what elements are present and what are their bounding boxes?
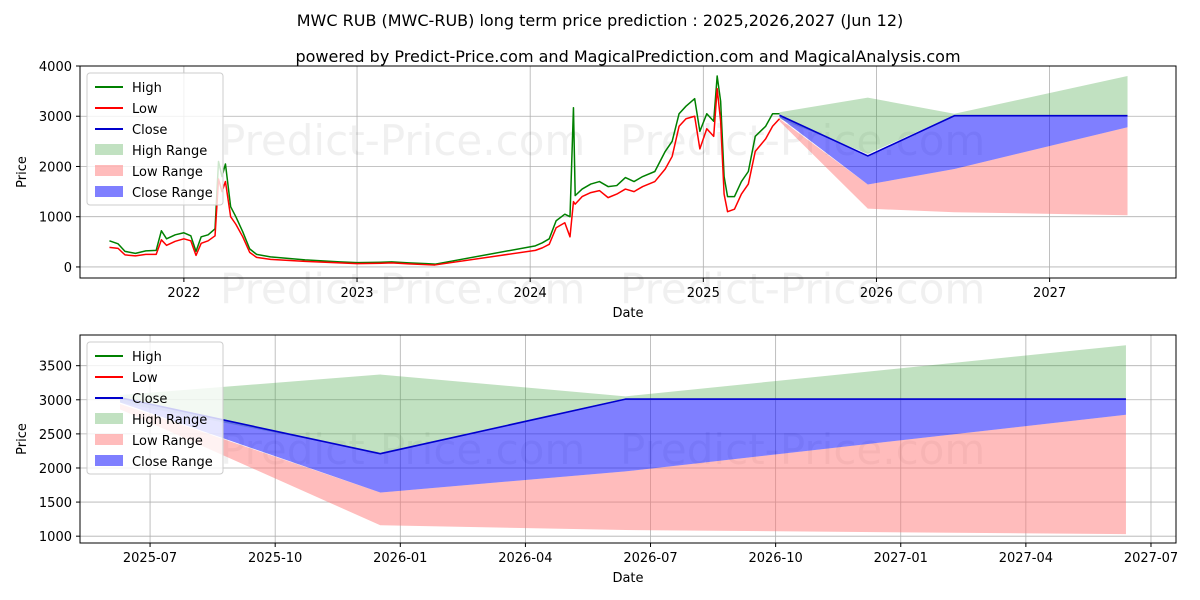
watermark: Predict-Price.com: [220, 264, 585, 313]
legend-label-low: Low: [132, 371, 158, 386]
x-tick-label: 2022: [167, 286, 200, 301]
watermark: Predict-Price.com: [220, 116, 585, 165]
close-range-band: [779, 115, 1128, 185]
x-tick-label: 2026: [860, 286, 893, 301]
plot-frame: [79, 65, 1177, 279]
y-tick-label: 3500: [39, 360, 72, 375]
legend-label-high: High: [132, 81, 162, 96]
y-tick-label: 3000: [39, 394, 72, 409]
close-range-band: [120, 397, 1126, 493]
close-series-line: [119, 396, 1126, 455]
chart-subtitle: powered by Predict-Price.com and Magical…: [295, 47, 960, 66]
y-tick-label: 2000: [39, 462, 72, 477]
legend-label-low-range: Low Range: [132, 434, 203, 449]
legend-label-high: High: [132, 350, 162, 365]
legend-swatch-low-range: [95, 434, 123, 445]
x-tick-label: 2023: [340, 286, 373, 301]
y-axis-label: Price: [15, 156, 30, 188]
watermark: Predict-Price.com: [620, 264, 985, 313]
legend: High Low Close High Range Low Range Close Ran…: [86, 72, 224, 206]
legend-swatch-high-range: [95, 413, 123, 424]
x-tick-label: 2026-01: [373, 551, 427, 566]
legend-swatch-close-range: [95, 455, 123, 466]
legend-swatch-high-range: [95, 144, 123, 155]
x-tick-label: 2027: [1033, 286, 1066, 301]
chart-title: MWC RUB (MWC-RUB) long term price predic…: [297, 11, 904, 30]
x-tick-label: 2026-04: [498, 551, 552, 566]
y-tick-label: 2000: [39, 160, 72, 175]
bottom-prediction-chart: Predict-Price.comPredict-Price.com2025-0…: [15, 334, 1178, 586]
x-tick-label: 2025-10: [248, 551, 302, 566]
x-tick-label: 2026-07: [623, 551, 677, 566]
x-tick-label: 2024: [514, 286, 547, 301]
y-tick-label: 1500: [39, 496, 72, 511]
legend-label-low-range: Low Range: [132, 165, 203, 180]
legend-box: [86, 341, 224, 475]
high-series-line: [109, 75, 780, 265]
low-range-band: [779, 118, 1128, 216]
y-tick-label: 4000: [39, 60, 72, 75]
legend-label-close: Close: [132, 392, 167, 407]
x-tick-label: 2025: [687, 286, 720, 301]
plot-frame: [79, 334, 1177, 544]
low-series-line: [109, 87, 781, 266]
x-tick-label: 2025-07: [123, 551, 177, 566]
y-tick-label: 1000: [39, 530, 72, 545]
legend-label-close-range: Close Range: [132, 455, 213, 470]
high-range-band: [120, 345, 1126, 453]
legend-swatch-close-range: [95, 186, 123, 197]
close-series-line: [779, 114, 1128, 157]
y-tick-label: 3000: [39, 110, 72, 125]
legend-box: [86, 72, 224, 206]
y-tick-label: 2500: [39, 428, 72, 443]
legend-swatch-low-range: [95, 165, 123, 176]
low-range-band: [120, 403, 1126, 535]
legend-label-high-range: High Range: [132, 413, 207, 428]
x-tick-label: 2027-04: [999, 551, 1053, 566]
legend-label-close-range: Close Range: [132, 186, 213, 201]
legend-label-high-range: High Range: [132, 144, 207, 159]
y-tick-label: 1000: [39, 211, 72, 226]
x-axis-label: Date: [612, 571, 643, 586]
x-tick-label: 2027-07: [1124, 551, 1178, 566]
legend-label-low: Low: [132, 102, 158, 117]
high-range-band: [779, 76, 1128, 154]
y-tick-label: 0: [64, 261, 72, 276]
legend-label-close: Close: [132, 123, 167, 138]
x-tick-label: 2027-01: [874, 551, 928, 566]
x-axis-label: Date: [612, 306, 643, 321]
top-price-chart: Predict-Price.com Predict-Price.com Predic…: [15, 60, 1177, 321]
y-axis-label: Price: [15, 423, 30, 455]
legend: High Low Close High Range Low Range Close Ran…: [86, 341, 224, 475]
x-tick-label: 2026-10: [748, 551, 802, 566]
